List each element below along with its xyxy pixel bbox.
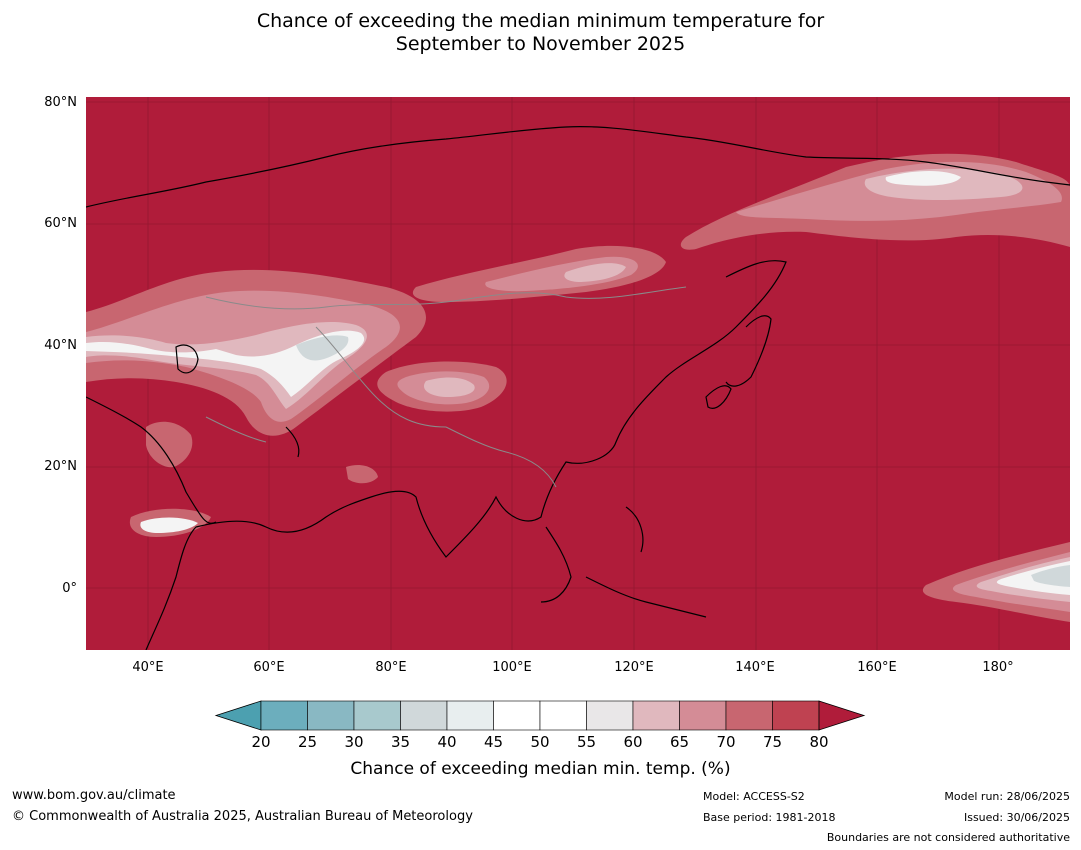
website-link[interactable]: www.bom.gov.au/climate	[12, 788, 176, 803]
colorbar-tick-label: 40	[437, 733, 457, 751]
colorbar	[214, 700, 866, 731]
colorbar-segment	[493, 700, 541, 731]
lon-label-100e: 100°E	[492, 660, 532, 675]
colorbar-tick-label: 65	[669, 733, 690, 751]
lon-label-120e: 120°E	[614, 660, 654, 675]
model-run-text: Model run: 28/06/2025	[944, 790, 1070, 803]
title-line-2: September to November 2025	[395, 33, 686, 55]
coastlines	[86, 126, 1070, 650]
lat-label-60n: 60°N	[44, 216, 77, 231]
copyright-text: © Commonwealth of Australia 2025, Austra…	[12, 809, 473, 824]
lat-label-80n: 80°N	[44, 95, 77, 110]
colorbar-segment	[725, 700, 773, 731]
lat-label-20n: 20°N	[44, 459, 77, 474]
colorbar-segment	[772, 700, 820, 731]
borders	[205, 286, 687, 488]
colorbar-segment	[679, 700, 727, 731]
colorbar-tick-label: 55	[576, 733, 597, 751]
colorbar-tick-label: 30	[344, 733, 364, 751]
chart-title: Chance of exceeding the median minimum t…	[0, 10, 1081, 56]
issued-text: Issued: 30/06/2025	[963, 811, 1070, 824]
lon-label-160e: 160°E	[857, 660, 897, 675]
lat-label-40n: 40°N	[44, 338, 77, 353]
colorbar-tick-label: 20	[251, 733, 271, 751]
boundaries-note: Boundaries are not considered authoritat…	[826, 831, 1070, 844]
probability-contours	[86, 153, 1070, 622]
colorbar-under-arrow	[214, 700, 262, 731]
colorbar-segment	[539, 700, 587, 731]
colorbar-segment	[307, 700, 355, 731]
colorbar-tick-label: 80	[809, 733, 829, 751]
colorbar-label: Chance of exceeding median min. temp. (%…	[350, 759, 731, 779]
colorbar-tick-label: 50	[530, 733, 550, 751]
lon-label-180: 180°	[982, 660, 1014, 675]
lon-label-80e: 80°E	[375, 660, 407, 675]
map-canvas	[86, 97, 1070, 650]
base-period-text: Base period: 1981-2018	[703, 811, 836, 824]
lon-label-40e: 40°E	[132, 660, 164, 675]
colorbar-tick-label: 35	[390, 733, 411, 751]
colorbar-segment	[586, 700, 634, 731]
colorbar-segment	[260, 700, 308, 731]
colorbar-tick-label: 60	[623, 733, 643, 751]
colorbar-tick-label: 75	[762, 733, 783, 751]
lon-label-140e: 140°E	[735, 660, 775, 675]
colorbar-segment	[353, 700, 401, 731]
colorbar-segment	[400, 700, 448, 731]
colorbar-tick-label: 45	[483, 733, 504, 751]
colorbar-over-arrow	[818, 700, 866, 731]
colorbar-segment	[632, 700, 680, 731]
title-line-1: Chance of exceeding the median minimum t…	[256, 10, 825, 32]
model-text: Model: ACCESS-S2	[703, 790, 805, 803]
colorbar-segment	[446, 700, 494, 731]
colorbar-tick-label: 25	[297, 733, 318, 751]
lat-label-0: 0°	[62, 581, 77, 596]
forecast-map[interactable]	[86, 97, 1070, 650]
lon-label-60e: 60°E	[253, 660, 285, 675]
colorbar-tick-label: 70	[716, 733, 736, 751]
